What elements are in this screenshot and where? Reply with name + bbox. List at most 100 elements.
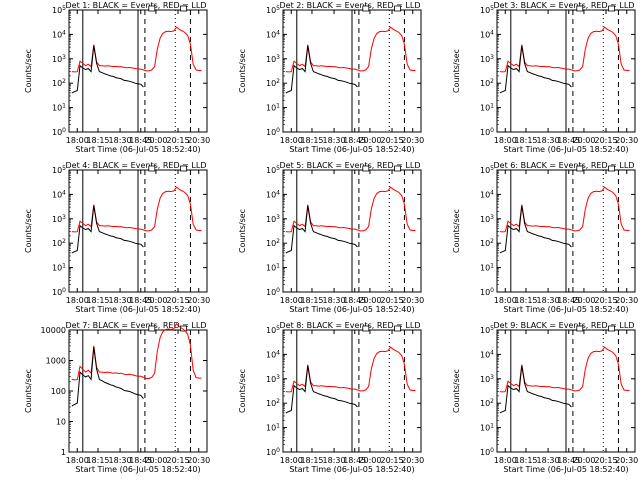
series-events-line bbox=[499, 365, 572, 414]
y-tick-label: 101 bbox=[52, 263, 66, 273]
x-tick-label: 18:30 bbox=[109, 456, 132, 465]
chart-panel-7: Det 7: BLACK = Events, RED = LLD 1 10 100 10… bbox=[24, 321, 210, 474]
cursor-flag bbox=[576, 5, 584, 12]
x-tick-label: 20:15 bbox=[166, 456, 189, 465]
y-axis-label: Counts/sec bbox=[24, 49, 33, 93]
x-tick-label: 18:45 bbox=[129, 296, 152, 305]
chart-title: Det 1: BLACK = Events, RED = LLD bbox=[66, 1, 207, 10]
x-tick-label: 18:00 bbox=[66, 456, 89, 465]
y-tick-label: 101 bbox=[480, 103, 494, 113]
y-tick-label: 101 bbox=[266, 103, 280, 113]
x-axis-label: Start Time (06-Jul-05 18:52:40) bbox=[75, 305, 200, 314]
y-tick-label: 101 bbox=[266, 263, 280, 273]
y-tick-label: 100 bbox=[480, 127, 494, 137]
cursor-flag bbox=[180, 5, 187, 12]
x-tick-label: 18:00 bbox=[494, 136, 517, 145]
y-tick-label: 102 bbox=[266, 78, 280, 88]
x-tick-label: 20:30 bbox=[615, 296, 638, 305]
x-tick-label: 20:30 bbox=[187, 456, 210, 465]
x-tick-label: 18:15 bbox=[514, 456, 537, 465]
chart-title: Det 3: BLACK = Events, RED = LLD bbox=[494, 1, 635, 10]
cursor-flag bbox=[608, 5, 615, 12]
y-axis-label: Counts/sec bbox=[238, 369, 247, 413]
chart-panel-5: Det 5: BLACK = Events, RED = LLD 100 101 10… bbox=[238, 161, 424, 314]
y-tick-label: 105 bbox=[52, 5, 66, 15]
y-tick-label: 101 bbox=[480, 263, 494, 273]
x-tick-label: 18:00 bbox=[66, 296, 89, 305]
x-tick-label: 18:15 bbox=[514, 296, 537, 305]
x-tick-label: 20:00 bbox=[144, 456, 167, 465]
series-events-line bbox=[71, 346, 144, 407]
y-tick-label: 100 bbox=[266, 447, 280, 457]
chart-title: Det 4: BLACK = Events, RED = LLD bbox=[66, 161, 207, 170]
cursor-flag bbox=[608, 165, 615, 172]
series-events-line bbox=[285, 205, 358, 254]
y-tick-label: 103 bbox=[52, 54, 66, 64]
y-tick-label: 100 bbox=[52, 127, 66, 137]
x-tick-label: 20:15 bbox=[594, 456, 617, 465]
x-axis-label: Start Time (06-Jul-05 18:52:40) bbox=[503, 305, 628, 314]
series-events-line bbox=[71, 205, 144, 254]
y-tick-label: 104 bbox=[52, 29, 66, 39]
x-tick-label: 18:45 bbox=[343, 296, 366, 305]
x-tick-label: 20:00 bbox=[358, 456, 381, 465]
series-events-line bbox=[71, 45, 144, 94]
x-axis-label: Start Time (06-Jul-05 18:52:40) bbox=[289, 145, 414, 154]
x-tick-label: 20:30 bbox=[401, 456, 424, 465]
series-events-line bbox=[285, 45, 358, 94]
cursor-flag bbox=[362, 165, 370, 172]
x-tick-label: 18:00 bbox=[494, 296, 517, 305]
x-tick-label: 18:00 bbox=[494, 456, 517, 465]
y-tick-label: 100 bbox=[52, 287, 66, 297]
x-tick-label: 18:15 bbox=[300, 296, 323, 305]
x-tick-label: 20:00 bbox=[572, 136, 595, 145]
y-tick-label: 105 bbox=[480, 165, 494, 175]
x-tick-label: 18:30 bbox=[323, 296, 346, 305]
series-lld-line bbox=[285, 346, 416, 393]
y-tick-label: 104 bbox=[480, 29, 494, 39]
x-tick-label: 18:45 bbox=[129, 456, 152, 465]
cursor-flag bbox=[148, 5, 156, 12]
chart-title: Det 5: BLACK = Events, RED = LLD bbox=[280, 161, 421, 170]
y-tick-label: 100 bbox=[51, 387, 66, 396]
chart-panel-1: Det 1: BLACK = Events, RED = LLD 100 101 10… bbox=[24, 1, 210, 154]
chart-title: Det 9: BLACK = Events, RED = LLD bbox=[494, 321, 635, 330]
x-axis-label: Start Time (06-Jul-05 18:52:40) bbox=[75, 465, 200, 474]
y-axis-label: Counts/sec bbox=[452, 49, 461, 93]
cursor-flag bbox=[148, 165, 156, 172]
y-tick-label: 102 bbox=[480, 78, 494, 88]
x-tick-label: 18:30 bbox=[537, 296, 560, 305]
x-tick-label: 18:45 bbox=[129, 136, 152, 145]
y-tick-label: 1 bbox=[61, 448, 66, 457]
chart-title: Det 6: BLACK = Events, RED = LLD bbox=[494, 161, 635, 170]
cursor-flag bbox=[362, 5, 370, 12]
y-tick-label: 104 bbox=[480, 349, 494, 359]
x-tick-label: 20:00 bbox=[144, 296, 167, 305]
y-tick-label: 104 bbox=[266, 349, 280, 359]
x-tick-label: 18:45 bbox=[557, 136, 580, 145]
series-lld-line bbox=[71, 186, 202, 233]
x-tick-label: 20:15 bbox=[594, 136, 617, 145]
cursor-flag bbox=[362, 325, 370, 332]
y-tick-label: 104 bbox=[52, 189, 66, 199]
cursor-flag bbox=[180, 165, 187, 172]
y-tick-label: 104 bbox=[266, 29, 280, 39]
y-axis-label: Counts/sec bbox=[24, 209, 33, 253]
y-tick-label: 101 bbox=[52, 103, 66, 113]
x-tick-label: 18:00 bbox=[280, 456, 303, 465]
cursor-flag bbox=[576, 325, 584, 332]
x-tick-label: 20:15 bbox=[380, 456, 403, 465]
x-tick-label: 20:15 bbox=[380, 136, 403, 145]
series-events-line bbox=[285, 365, 358, 414]
series-lld-line bbox=[499, 26, 630, 73]
y-tick-label: 10 bbox=[56, 418, 66, 427]
x-tick-label: 18:15 bbox=[86, 296, 109, 305]
y-tick-label: 105 bbox=[266, 325, 280, 335]
x-tick-label: 20:15 bbox=[594, 296, 617, 305]
y-tick-label: 100 bbox=[480, 447, 494, 457]
cursor-flag bbox=[394, 325, 401, 332]
x-tick-label: 18:15 bbox=[300, 136, 323, 145]
y-tick-label: 103 bbox=[266, 54, 280, 64]
